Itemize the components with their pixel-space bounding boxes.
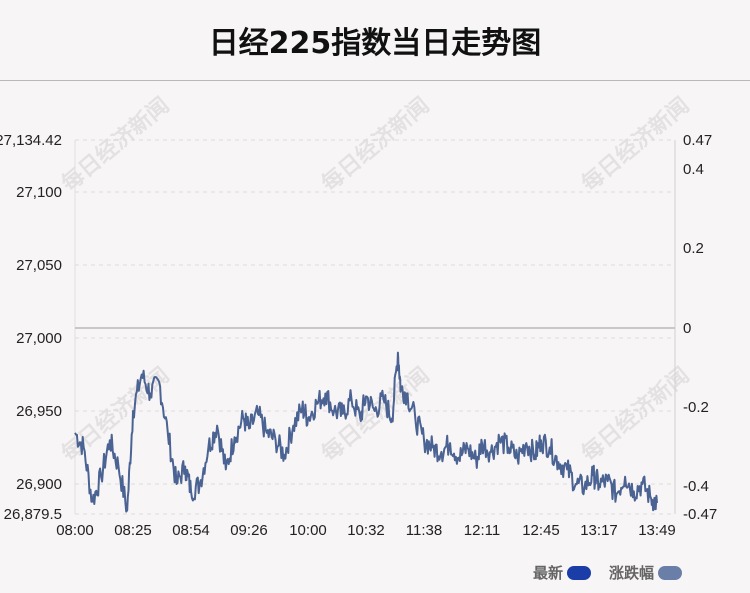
legend-change: 涨跌幅	[609, 562, 683, 583]
y-left-tick-label: 26,879.5	[4, 506, 62, 523]
y-right-tick-label: 0.2	[683, 240, 704, 257]
watermark: 每日经济新闻	[57, 92, 175, 197]
watermark: 每日经济新闻	[577, 92, 695, 197]
y-right-tick-label: -0.47	[683, 506, 717, 523]
x-tick-label: 08:00	[56, 522, 94, 539]
x-tick-label: 13:17	[580, 522, 618, 539]
y-left-tick-label: 27,050	[16, 257, 62, 274]
chart-title: 日经225指数当日走势图	[208, 26, 542, 61]
legend-latest: 最新	[533, 562, 592, 583]
legend-change-swatch	[658, 565, 683, 580]
x-tick-label: 10:00	[289, 522, 327, 539]
y-right-tick-label: 0.47	[683, 132, 712, 149]
x-tick-label: 13:49	[638, 522, 676, 539]
y-right-tick-label: 0.4	[683, 161, 704, 178]
x-tick-label: 12:11	[464, 522, 500, 539]
x-tick-label: 09:26	[230, 522, 268, 539]
x-tick-label: 12:45	[522, 522, 560, 539]
watermark: 每日经济新闻	[577, 362, 695, 467]
y-left-tick-label: 26,950	[16, 403, 62, 420]
y-right-tick-label: -0.4	[683, 478, 709, 495]
y-right-tick-label: -0.2	[683, 399, 709, 416]
y-left-tick-label: 27,134.42	[0, 132, 62, 149]
watermark: 每日经济新闻	[317, 92, 435, 197]
x-tick-label: 10:32	[347, 522, 385, 539]
x-tick-label: 08:25	[114, 522, 152, 539]
y-left-tick-label: 27,000	[16, 330, 62, 347]
series-line-latest	[74, 351, 658, 513]
legend-change-label: 涨跌幅	[609, 564, 655, 582]
legend-latest-swatch	[567, 565, 592, 580]
legend-latest-label: 最新	[533, 564, 564, 582]
title-divider	[0, 80, 750, 81]
x-tick-label: 11:38	[406, 522, 442, 539]
y-left-tick-label: 26,900	[16, 476, 62, 493]
x-tick-label: 08:54	[172, 522, 210, 539]
y-right-tick-label: 0	[683, 320, 691, 337]
y-left-tick-label: 27,100	[16, 184, 62, 201]
